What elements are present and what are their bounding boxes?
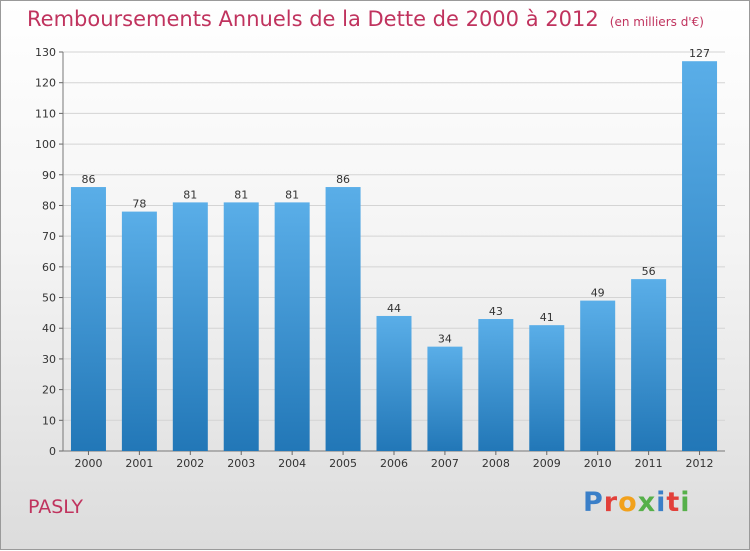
bar-value-label: 81 xyxy=(183,188,197,201)
bar[interactable] xyxy=(682,61,718,451)
bar-value-label: 41 xyxy=(540,311,554,324)
bar-value-label: 81 xyxy=(234,188,248,201)
logo-letter: r xyxy=(603,487,619,518)
y-tick-label: 30 xyxy=(42,353,56,366)
bar-value-label: 43 xyxy=(489,305,503,318)
y-tick-label: 130 xyxy=(35,46,56,59)
bar[interactable] xyxy=(580,300,616,451)
bar[interactable] xyxy=(478,319,514,451)
bar-value-label: 127 xyxy=(689,47,710,60)
x-tick-label: 2003 xyxy=(227,457,255,470)
bar[interactable] xyxy=(376,315,412,451)
x-tick-label: 2000 xyxy=(74,457,102,470)
bar[interactable] xyxy=(427,346,463,451)
bar-value-label: 78 xyxy=(132,198,146,211)
y-tick-label: 10 xyxy=(42,414,56,427)
logo-letter: i xyxy=(656,487,667,518)
y-tick-label: 60 xyxy=(42,261,56,274)
bar-value-label: 86 xyxy=(81,173,95,186)
bar-value-label: 49 xyxy=(591,287,605,300)
y-tick-label: 50 xyxy=(42,292,56,305)
bar[interactable] xyxy=(325,187,361,452)
bars: 86 78 81 81 81 86 44 34 43 41 49 56 127 xyxy=(70,47,718,452)
bar[interactable] xyxy=(529,325,565,451)
x-tick-label: 2001 xyxy=(125,457,153,470)
y-tick-label: 0 xyxy=(49,445,56,458)
y-tick-label: 120 xyxy=(35,77,56,90)
bar-value-label: 56 xyxy=(642,265,656,278)
x-tick-label: 2005 xyxy=(329,457,357,470)
title-text: Remboursements Annuels de la Dette de 20… xyxy=(27,7,599,31)
x-tick-label: 2004 xyxy=(278,457,306,470)
commune-name: PASLY xyxy=(28,496,83,518)
bar[interactable] xyxy=(121,211,157,451)
y-tick-label: 20 xyxy=(42,384,56,397)
bar-value-label: 34 xyxy=(438,333,452,346)
y-tick-label: 40 xyxy=(42,322,56,335)
y-tick-label: 110 xyxy=(35,107,56,120)
bar[interactable] xyxy=(223,202,259,451)
x-axis: 2000 2001 2002 2003 2004 2005 2006 2007 2008 2009… xyxy=(74,451,714,470)
x-tick-label: 2002 xyxy=(176,457,204,470)
logo-letter: t xyxy=(666,487,681,518)
bar[interactable] xyxy=(172,202,208,451)
bar[interactable] xyxy=(631,279,667,451)
bar-value-label: 81 xyxy=(285,188,299,201)
x-tick-label: 2008 xyxy=(482,457,510,470)
y-tick-label: 100 xyxy=(35,138,56,151)
title-unit: (en milliers d'€) xyxy=(609,15,704,29)
x-tick-label: 2007 xyxy=(431,457,459,470)
proxiti-logo[interactable]: Proxiti xyxy=(583,487,691,518)
bar[interactable] xyxy=(274,202,310,451)
x-tick-label: 2010 xyxy=(584,457,612,470)
bar[interactable] xyxy=(70,187,106,452)
x-tick-label: 2011 xyxy=(635,457,663,470)
logo-letter: i xyxy=(680,487,691,518)
x-tick-label: 2006 xyxy=(380,457,408,470)
x-tick-label: 2012 xyxy=(686,457,714,470)
chart-title: Remboursements Annuels de la Dette de 20… xyxy=(27,7,704,31)
y-tick-label: 80 xyxy=(42,199,56,212)
y-tick-label: 70 xyxy=(42,230,56,243)
bar-value-label: 86 xyxy=(336,173,350,186)
x-tick-label: 2009 xyxy=(533,457,561,470)
logo-letter: x xyxy=(637,487,657,518)
bar-value-label: 44 xyxy=(387,302,401,315)
y-tick-label: 90 xyxy=(42,169,56,182)
logo-letter: P xyxy=(583,487,604,518)
logo-letter: o xyxy=(618,487,638,518)
